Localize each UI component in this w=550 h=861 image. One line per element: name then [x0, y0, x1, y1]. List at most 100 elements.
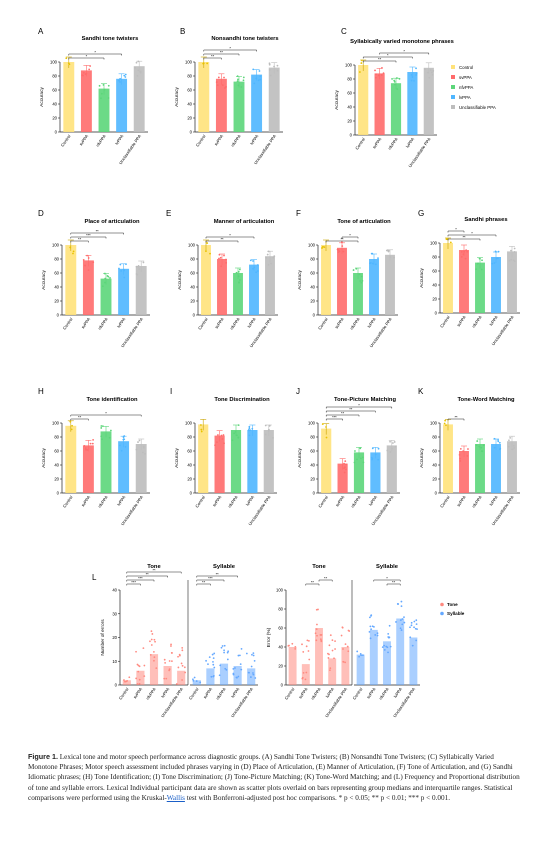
significance-bracket	[68, 53, 122, 56]
data-point	[218, 257, 220, 260]
significance-bracket	[203, 57, 222, 60]
significance-stars: *	[471, 230, 473, 235]
y-axis-label: Accuracy	[174, 87, 180, 107]
data-point	[70, 428, 73, 431]
y-tick-label: 100	[188, 243, 196, 248]
y-tick-label: 20	[190, 299, 195, 304]
significance-bracket	[447, 230, 465, 233]
data-point	[325, 436, 328, 439]
data-point	[164, 661, 167, 664]
data-point	[214, 444, 216, 447]
data-point	[154, 640, 156, 643]
y-tick-label: 30	[112, 611, 117, 616]
significance-bracket	[325, 414, 360, 417]
data-point	[498, 448, 501, 451]
y-tick-label: 0	[55, 130, 58, 135]
data-point	[463, 250, 466, 253]
data-point	[410, 624, 413, 627]
data-point	[120, 270, 123, 272]
data-point	[413, 80, 415, 82]
data-point	[107, 84, 110, 87]
data-point	[211, 653, 214, 656]
y-tick-label: 40	[187, 102, 192, 107]
significance-stars: ***	[131, 579, 136, 584]
data-point	[344, 460, 347, 463]
data-point	[462, 450, 465, 453]
panel-title: Tone-Word Matching	[457, 397, 515, 403]
bar-unclassifiable-ppa	[385, 254, 395, 315]
bar-control	[288, 647, 297, 685]
data-point	[236, 75, 239, 78]
data-point	[264, 433, 267, 436]
y-axis-label: Accuracy	[177, 270, 183, 290]
y-tick-label: 80	[278, 607, 283, 612]
data-point	[210, 675, 213, 678]
data-point	[393, 79, 396, 82]
data-point	[223, 644, 226, 647]
data-point	[256, 264, 259, 266]
data-point	[329, 669, 331, 672]
data-point	[356, 458, 358, 461]
data-point	[137, 60, 140, 63]
y-tick-label: 40	[432, 463, 437, 468]
bar-nfvppa	[100, 431, 112, 493]
bar-nfvppa	[149, 654, 159, 685]
panel-letter: B	[180, 27, 185, 36]
data-point	[82, 71, 85, 74]
data-point	[100, 92, 103, 95]
y-tick-label: 0	[435, 311, 438, 316]
panel-letter: E	[166, 209, 171, 218]
x-tick-label: Control	[284, 687, 296, 701]
data-point	[82, 258, 85, 261]
data-point	[265, 256, 268, 259]
bar-control	[198, 424, 209, 493]
data-point	[359, 447, 362, 450]
data-point	[252, 672, 254, 674]
data-point	[143, 664, 146, 667]
bar-control	[65, 425, 77, 493]
x-tick-label: nfvPPA	[378, 687, 390, 701]
y-tick-label: 20	[432, 297, 437, 302]
data-point	[212, 674, 215, 677]
data-point	[149, 654, 152, 656]
bar-nfvppa	[233, 81, 245, 132]
bar-lvppa	[491, 257, 501, 313]
x-tick-label: lvPPA	[366, 317, 377, 329]
bar-unclassifiable-ppa	[135, 266, 147, 315]
data-point	[138, 439, 141, 442]
significance-stars: **	[378, 56, 382, 61]
data-point	[478, 445, 481, 448]
y-tick-label: 0	[57, 491, 60, 496]
data-point	[411, 644, 414, 647]
y-tick-label: 80	[52, 74, 57, 79]
data-point	[508, 439, 510, 442]
significance-stars: *	[86, 53, 88, 58]
bar-svppa	[82, 260, 94, 315]
data-point	[177, 655, 179, 658]
data-point	[355, 267, 358, 270]
data-point	[242, 76, 245, 79]
data-point	[396, 77, 398, 79]
data-point	[476, 440, 479, 442]
data-point	[415, 623, 418, 625]
caption-link-wallis[interactable]: Wallis	[166, 793, 185, 802]
bar-control	[321, 245, 331, 315]
x-tick-label: svPPA	[456, 315, 467, 328]
bar-svppa	[217, 259, 227, 315]
data-point	[268, 69, 271, 71]
data-point	[237, 654, 240, 657]
data-point	[221, 438, 224, 440]
data-point	[460, 256, 463, 258]
bar-lvppa	[118, 268, 130, 315]
y-tick-label: 80	[54, 257, 59, 262]
bar-svppa	[459, 250, 469, 313]
data-point	[443, 422, 446, 425]
x-tick-label: svPPA	[213, 134, 224, 147]
data-point	[124, 445, 127, 448]
data-point	[72, 252, 74, 255]
data-point	[170, 645, 172, 647]
bar-control	[65, 245, 77, 315]
bar-nfvppa	[390, 83, 402, 135]
data-point	[89, 442, 92, 445]
data-point	[183, 666, 186, 669]
